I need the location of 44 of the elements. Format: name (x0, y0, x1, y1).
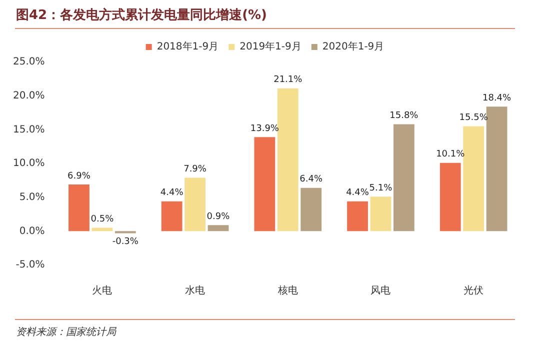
x-tick-label: 水电 (185, 284, 206, 297)
data-label: 6.9% (68, 171, 91, 182)
y-tick-label: 0.0% (19, 226, 45, 237)
bar (440, 162, 461, 232)
y-tick-label: 25.0% (12, 56, 45, 68)
bar (393, 124, 414, 232)
y-tick-label: 15.0% (12, 124, 45, 136)
bar (370, 196, 392, 232)
text: 资料来源：国家统计局 (16, 326, 116, 339)
data-label: 5.1% (369, 184, 393, 194)
data-label: 6.4% (300, 174, 323, 185)
y-tick-label: -5.0% (16, 260, 45, 271)
bar (184, 178, 206, 232)
y-tick-label: 20.0% (12, 90, 45, 102)
bar (347, 201, 368, 232)
bar (277, 88, 298, 232)
data-label: 10.1% (436, 150, 466, 160)
data-label: 15.8% (390, 111, 419, 122)
y-tick-label: 5.0% (19, 192, 45, 203)
bar (68, 184, 90, 232)
data-label: 0.5% (90, 214, 114, 225)
bar (161, 201, 182, 232)
legend-label: 2020年1-9月 (322, 40, 384, 53)
x-tick-label: 光伏 (464, 284, 484, 297)
bar (254, 137, 276, 232)
data-label: 21.1% (274, 75, 303, 86)
bar (300, 188, 322, 232)
data-label: 13.9% (250, 124, 280, 134)
x-tick-label: 核电 (276, 284, 298, 297)
bar (208, 225, 229, 232)
y-tick-label: 10.0% (12, 158, 45, 170)
data-label: 4.4% (346, 188, 370, 198)
x-tick-label: 风电 (370, 284, 391, 297)
data-label: 4.4% (160, 188, 184, 198)
chart-title: 图42：各发电方式累计发电量同比增速(%) (16, 6, 267, 24)
data-label: -0.3% (112, 237, 139, 248)
x-tick-label: 火电 (92, 284, 112, 297)
legend-label: 2018年1-9月 (156, 40, 219, 53)
data-label: 18.4% (482, 94, 512, 104)
legend-label: 2019年1-9月 (240, 40, 302, 53)
data-label: 7.9% (184, 164, 207, 175)
bar (463, 126, 484, 232)
bar (486, 106, 508, 232)
data-label: 0.9% (206, 212, 230, 222)
